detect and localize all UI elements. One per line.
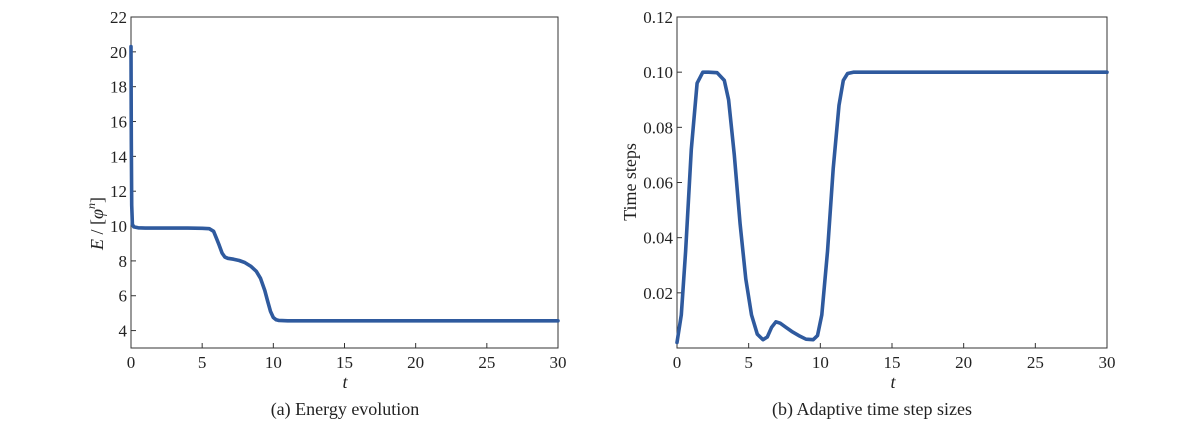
energy-caption: (a) Energy evolution	[271, 399, 420, 420]
energy-y-axis-label: E / [φn]	[84, 197, 107, 251]
y-tick-label: 22	[110, 8, 127, 27]
energy-y-ticks: 4 6 8 10 12 14 16 18 20 22	[110, 8, 136, 341]
time-step-chart: 0.020.040.060.080.100.12 0 5 10 15 20 25 30 t …	[620, 8, 1116, 420]
energy-plot-frame	[130, 16, 559, 349]
y-tick-label: 0.12	[643, 8, 673, 27]
x-tick-label: 20	[955, 353, 972, 372]
y-tick-label: 8	[119, 252, 128, 271]
y-tick-label: 10	[110, 217, 127, 236]
x-tick-label: 30	[550, 353, 567, 372]
x-tick-label: 0	[673, 353, 682, 372]
energy-y-label-sup: n	[84, 203, 98, 209]
time-step-x-ticks: 0 5 10 15 20 25 30	[673, 343, 1116, 372]
y-tick-label: 0.04	[643, 229, 673, 248]
time-step-caption: (b) Adaptive time step sizes	[772, 399, 972, 420]
energy-x-axis-label: t	[342, 372, 348, 392]
time-step-y-ticks: 0.02 0.04 0.06 0.08 0.10 0.12	[643, 8, 682, 303]
x-tick-label: 25	[478, 353, 495, 372]
x-tick-label: 25	[1027, 353, 1044, 372]
x-tick-label: 30	[1099, 353, 1116, 372]
y-tick-label: 14	[110, 147, 128, 166]
y-tick-label: 0.06	[643, 174, 673, 193]
energy-y-label-close: ]	[87, 197, 107, 203]
time-step-plot-frame	[676, 16, 1108, 349]
energy-y-label-sep: / [	[87, 219, 107, 239]
x-tick-label: 5	[744, 353, 753, 372]
energy-y-label-e: E	[87, 239, 107, 251]
y-tick-label: 16	[110, 113, 127, 132]
energy-series-line	[129, 44, 560, 323]
x-tick-label: 20	[407, 353, 424, 372]
y-tick-label: 6	[119, 287, 128, 306]
energy-chart: 4 6 8 10 12 14 16 18 20 22 0 5 10 15 20 25 30 t E / [φn…	[84, 8, 567, 420]
energy-x-ticks: 0 5 10 15 20 25 30	[127, 343, 567, 372]
time-step-x-axis-label: t	[890, 372, 896, 392]
x-tick-label: 10	[265, 353, 282, 372]
y-tick-label: 0.08	[643, 118, 673, 137]
y-tick-label: 4	[119, 322, 128, 341]
time-step-y-axis-label: Time steps	[620, 143, 640, 221]
time-step-series-line	[675, 70, 1109, 345]
y-tick-label: 12	[110, 182, 127, 201]
x-tick-label: 5	[198, 353, 207, 372]
y-tick-label: 0.02	[643, 284, 673, 303]
x-tick-label: 15	[336, 353, 353, 372]
y-tick-label: 18	[110, 78, 127, 97]
x-tick-label: 15	[884, 353, 901, 372]
x-tick-label: 0	[127, 353, 136, 372]
x-tick-label: 10	[812, 353, 829, 372]
y-tick-label: 0.10	[643, 63, 673, 82]
energy-y-label-phi: φ	[87, 209, 107, 219]
y-tick-label: 20	[110, 43, 127, 62]
